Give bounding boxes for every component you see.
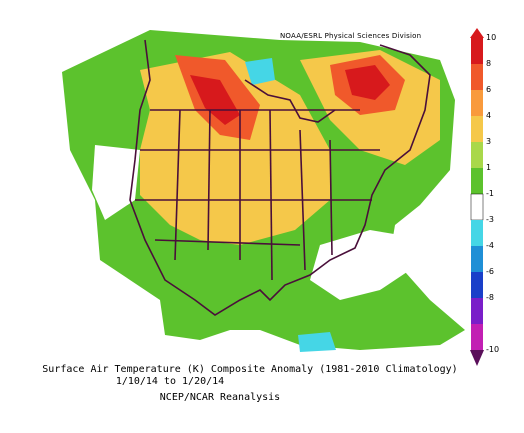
colorbar (470, 28, 484, 366)
colorbar-tick: 4 (486, 111, 492, 120)
map-field-yellow (140, 52, 330, 245)
colorbar-tick: 8 (486, 59, 492, 68)
colorbar-tick: 1 (486, 163, 492, 172)
colorbar-swatch (471, 64, 483, 90)
colorbar-swatch (471, 168, 483, 194)
colorbar-tick: 10 (486, 33, 497, 42)
colorbar-bottom-arrow (470, 350, 484, 366)
colorbar-swatch (471, 272, 483, 298)
colorbar-swatch (471, 90, 483, 116)
caption-title: Surface Air Temperature (K) Composite An… (42, 364, 458, 375)
colorbar-tick: 3 (486, 137, 492, 146)
colorbar-swatch (471, 220, 483, 246)
colorbar-top-arrow (470, 28, 484, 38)
colorbar-tick: -1 (486, 189, 494, 198)
colorbar-swatch (471, 142, 483, 168)
colorbar-swatch (471, 116, 483, 142)
colorbar-tick: -10 (486, 345, 500, 354)
map-field-red-east (345, 65, 390, 100)
credit-text: NOAA/ESRL Physical Sciences Division (280, 32, 422, 40)
map-field-cyan-south (298, 332, 336, 352)
caption-source: NCEP/NCAR Reanalysis (159, 392, 281, 403)
colorbar-swatch (471, 324, 483, 350)
colorbar-swatch (470, 193, 484, 221)
map-field-red-west (190, 75, 240, 125)
colorbar-swatch (471, 298, 483, 324)
map-field-white-west (92, 145, 140, 220)
boundary-lines (129, 39, 431, 316)
colorbar-tick: 6 (486, 85, 492, 94)
colorbar-tick: -3 (486, 215, 494, 224)
colorbar-tick: -8 (486, 293, 494, 302)
colorbar-swatch (471, 246, 483, 272)
map-field-cyan-north (245, 58, 275, 85)
colorbar-swatch (471, 38, 483, 64)
colorbar-tick: -6 (486, 267, 494, 276)
caption-dates: 1/10/14 to 1/20/14 (115, 376, 225, 387)
map-field-white-gulf (310, 230, 410, 300)
colorbar-tick: -4 (486, 241, 494, 250)
